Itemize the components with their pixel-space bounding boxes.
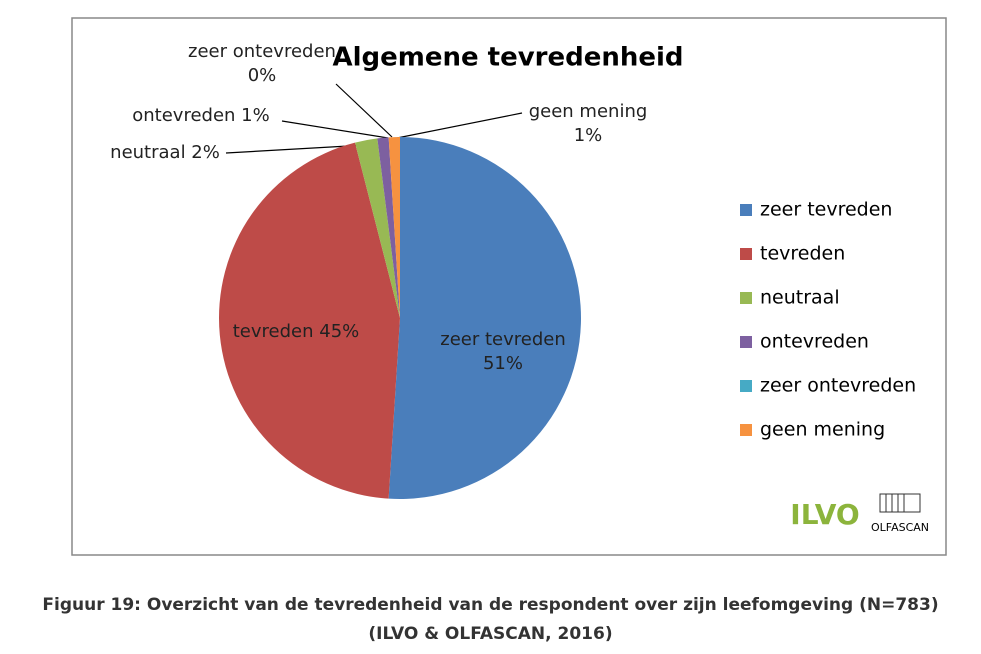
legend-swatch <box>740 292 752 304</box>
pie-slice <box>377 137 400 318</box>
legend-label: tevreden <box>760 243 845 265</box>
caption: Figuur 19: Overzicht van de tevredenheid… <box>42 595 939 615</box>
legend-swatch <box>740 248 752 260</box>
logo: ILVO <box>790 498 859 531</box>
legend-swatch <box>740 424 752 436</box>
data-label: zeer tevreden 51% <box>440 329 566 374</box>
data-label: geen mening 1% <box>528 101 648 146</box>
pie-slice <box>354 138 400 318</box>
data-label: neutraal 2% <box>110 142 220 163</box>
data-label: zeer ontevreden 0% <box>188 41 336 86</box>
legend-label: zeer tevreden <box>760 199 892 221</box>
logo: OLFASCAN <box>871 521 929 534</box>
pie-slice <box>388 137 581 499</box>
leader-line <box>335 83 393 138</box>
legend-label: neutraal <box>760 287 840 309</box>
logo-icon <box>879 493 921 513</box>
leader-line <box>396 112 523 139</box>
leader-line <box>281 120 389 139</box>
chart-title: Algemene tevredenheid <box>332 43 683 73</box>
legend-swatch <box>740 204 752 216</box>
legend-label: zeer ontevreden <box>760 375 916 397</box>
data-label: tevreden 45% <box>232 321 360 342</box>
pie-slice <box>218 142 400 499</box>
legend-label: geen mening <box>760 419 885 441</box>
pie-slice <box>388 137 400 318</box>
data-label: ontevreden 1% <box>132 105 270 126</box>
caption: (ILVO & OLFASCAN, 2016) <box>368 624 613 644</box>
legend-label: ontevreden <box>760 331 869 353</box>
legend-swatch <box>740 336 752 348</box>
legend-swatch <box>740 380 752 392</box>
